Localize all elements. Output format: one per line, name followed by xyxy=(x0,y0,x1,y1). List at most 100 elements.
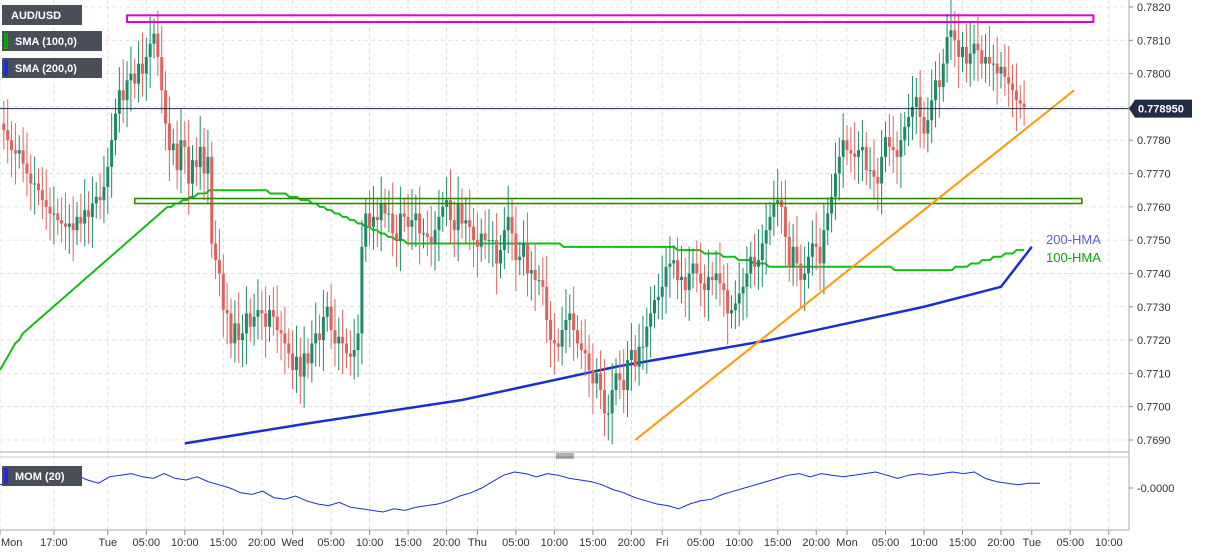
x-tick-label: 15:00 xyxy=(949,537,977,549)
candle-up xyxy=(679,276,683,281)
candle-up xyxy=(325,306,329,317)
candle-up xyxy=(137,63,141,84)
candle-up xyxy=(456,203,460,231)
candle-up xyxy=(83,210,87,224)
candle-down xyxy=(448,200,452,221)
x-tick-label: 15:00 xyxy=(394,537,422,549)
candle-up xyxy=(302,353,306,377)
candle-up xyxy=(233,323,237,344)
symbol-box[interactable] xyxy=(2,5,82,25)
candle-up xyxy=(506,216,510,231)
candle-up xyxy=(807,256,810,274)
candle-down xyxy=(695,263,699,274)
x-tick-label: 20:00 xyxy=(987,537,1015,549)
candle-up xyxy=(17,150,21,154)
candle-up xyxy=(437,216,441,231)
candle-down xyxy=(599,373,603,391)
y-tick-label: 0.7800 xyxy=(1137,69,1171,81)
y-tick-label: 0.7820 xyxy=(1137,2,1171,14)
candle-down xyxy=(514,233,518,261)
candle-up xyxy=(422,233,425,235)
symbol-label: AUD/USD xyxy=(11,10,61,22)
mom-swatch xyxy=(4,468,8,484)
y-tick-label: 0.7760 xyxy=(1137,202,1171,214)
candle-down xyxy=(1022,103,1026,107)
candle-up xyxy=(860,146,864,151)
candle-down xyxy=(618,373,622,381)
candle-down xyxy=(787,236,791,267)
mom-legend-box[interactable] xyxy=(2,466,82,486)
candle-up xyxy=(356,333,360,351)
candle-up xyxy=(857,150,861,157)
candle-up xyxy=(868,170,872,172)
candle-down xyxy=(279,330,283,334)
candle-up xyxy=(314,333,318,344)
candle-down xyxy=(60,220,64,224)
hma200-annotation: 200-HMA xyxy=(1046,232,1101,247)
candle-down xyxy=(275,316,279,331)
candle-up xyxy=(268,310,271,327)
candle-down xyxy=(676,260,680,281)
candle-up xyxy=(941,63,945,87)
sma200-swatch xyxy=(4,60,8,76)
candle-up xyxy=(33,183,37,185)
candle-down xyxy=(283,333,287,344)
candle-up xyxy=(810,243,814,257)
candle-down xyxy=(799,263,803,281)
candle-down xyxy=(402,213,406,217)
candle-down xyxy=(425,233,429,237)
candle-down xyxy=(56,213,60,221)
legend[interactable]: AUD/USD SMA (100,0) SMA (200,0) MOM (20) xyxy=(2,5,102,486)
candle-up xyxy=(364,213,368,247)
candle-up xyxy=(595,373,599,384)
candle-up xyxy=(841,140,845,157)
candle-down xyxy=(40,190,44,201)
candle-up xyxy=(945,36,949,64)
candle-up xyxy=(191,160,194,184)
candle-up xyxy=(75,216,79,231)
support-zone xyxy=(133,197,1083,205)
candle-up xyxy=(660,286,664,297)
sma200-legend-box[interactable] xyxy=(2,58,102,78)
candle-up xyxy=(968,53,972,64)
candle-up xyxy=(241,333,245,341)
candle-up xyxy=(730,310,733,314)
candle-down xyxy=(976,43,980,51)
candle-down xyxy=(995,63,999,74)
hma100-annotation: 100-HMA xyxy=(1046,250,1101,265)
candle-up xyxy=(687,273,691,291)
candle-down xyxy=(953,30,957,41)
candle-down xyxy=(556,343,560,347)
candle-down xyxy=(726,290,730,314)
sma100-legend-box[interactable] xyxy=(2,31,102,51)
candle-down xyxy=(845,140,849,151)
candle-up xyxy=(441,206,445,217)
candle-up xyxy=(884,136,887,157)
x-tick-label: 10:00 xyxy=(171,537,199,549)
candle-down xyxy=(368,213,372,227)
candle-up xyxy=(714,273,718,281)
candle-down xyxy=(622,380,626,391)
candle-down xyxy=(221,273,225,311)
candle-down xyxy=(287,343,291,354)
candle-up xyxy=(914,96,918,107)
candle-down xyxy=(264,313,268,327)
candle-down xyxy=(533,270,537,281)
candle-up xyxy=(106,166,110,187)
candle-up xyxy=(741,286,745,294)
candle-down xyxy=(13,150,17,154)
candle-up xyxy=(256,310,260,317)
candle-up xyxy=(294,356,298,371)
panel-resize-handle[interactable] xyxy=(556,453,574,459)
candle-up xyxy=(94,196,98,204)
candle-down xyxy=(21,150,25,164)
candle-down xyxy=(683,276,687,291)
candle-up xyxy=(830,196,834,214)
candle-down xyxy=(468,220,472,227)
candle-up xyxy=(826,213,830,231)
candle-down xyxy=(1018,100,1022,104)
candle-down xyxy=(579,343,583,351)
candle-up xyxy=(310,343,314,364)
candle-up xyxy=(387,213,391,215)
candle-up xyxy=(337,336,341,344)
